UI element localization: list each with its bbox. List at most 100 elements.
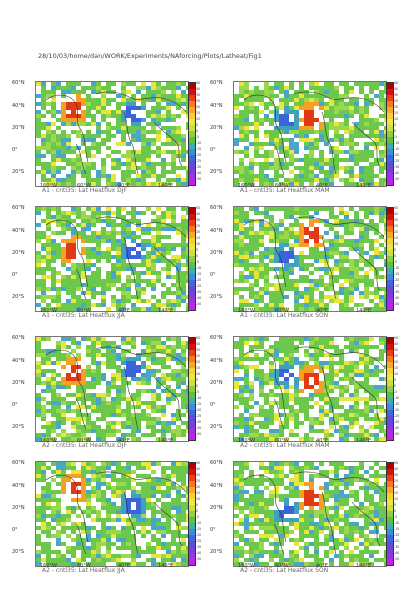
field-cell (234, 397, 239, 401)
field-cell (86, 345, 91, 349)
field-cell (56, 287, 61, 291)
field-cell (249, 417, 254, 421)
field-cell (339, 166, 344, 170)
latent-heatflux-map (35, 81, 189, 187)
field-cell (329, 478, 334, 482)
latitude-label: 60°N (12, 205, 25, 211)
field-cell (171, 118, 176, 122)
field-cell (244, 381, 249, 385)
field-cell (279, 341, 284, 345)
field-cell (294, 550, 299, 554)
field-cell (274, 357, 279, 361)
field-cell (284, 486, 289, 490)
field-cell (379, 275, 384, 279)
field-cell (81, 150, 86, 154)
field-cell (364, 345, 369, 349)
field-cell (181, 271, 186, 275)
field-cell (86, 413, 91, 417)
field-cell (66, 550, 71, 554)
field-cell (186, 279, 188, 283)
field-cell (259, 154, 264, 158)
colorbar-segment (189, 398, 195, 404)
field-cell (384, 337, 386, 341)
field-cell (156, 114, 161, 118)
field-cell (349, 146, 354, 150)
colorbar-label: 15 (196, 491, 201, 495)
field-cell (379, 538, 384, 542)
field-cell (269, 110, 274, 114)
longitude-label: 60°W (77, 183, 91, 189)
field-cell (329, 337, 334, 341)
field-cell (86, 307, 91, 311)
colorbar-label: 5 (394, 248, 397, 252)
field-cell (151, 166, 156, 170)
field-cell (319, 474, 324, 478)
field-cell (259, 550, 264, 554)
field-cell (344, 150, 349, 154)
field-cell (234, 182, 239, 186)
field-cell (111, 365, 116, 369)
field-cell (36, 126, 41, 130)
field-cell (339, 526, 344, 530)
field-cell (334, 170, 339, 174)
field-cell (36, 134, 41, 138)
panel-caption: A1 - cntl35: Lat Heatflux JJA (42, 312, 125, 319)
field-cell (239, 299, 244, 303)
field-cell (46, 550, 51, 554)
field-cell (91, 106, 96, 110)
field-cell (239, 538, 244, 542)
field-cell (86, 247, 91, 251)
field-cell (344, 433, 349, 437)
field-cell (51, 82, 56, 86)
field-cell (274, 369, 279, 373)
field-cell (86, 239, 91, 243)
field-cell (86, 498, 91, 502)
field-cell (156, 251, 161, 255)
field-cell (284, 271, 289, 275)
field-cell (374, 514, 379, 518)
field-cell (81, 542, 86, 546)
field-cell (299, 207, 304, 211)
field-cell (51, 251, 56, 255)
field-cell (329, 462, 334, 466)
field-cell (264, 247, 269, 251)
field-cell (269, 413, 274, 417)
field-cell (81, 494, 86, 498)
field-cell (259, 299, 264, 303)
field-cell (344, 478, 349, 482)
field-cell (339, 207, 344, 211)
field-cell (46, 138, 51, 142)
field-cell (81, 263, 86, 267)
field-cell (116, 373, 121, 377)
field-cell (274, 341, 279, 345)
field-cell (289, 397, 294, 401)
field-cell (56, 417, 61, 421)
field-cell (299, 158, 304, 162)
colorbar-label: -15 (394, 272, 400, 276)
field-cell (106, 385, 111, 389)
field-cell (344, 106, 349, 110)
field-cell (239, 275, 244, 279)
field-cell (304, 243, 309, 247)
field-cell (249, 381, 254, 385)
field-cell (51, 462, 56, 466)
field-cell (91, 142, 96, 146)
field-cell (379, 377, 384, 381)
colorbar-label: 0 (196, 509, 199, 513)
field-cell (354, 211, 359, 215)
field-cell (46, 409, 51, 413)
field-cell (51, 425, 56, 429)
field-cell (131, 239, 136, 243)
field-cell (274, 178, 279, 182)
field-cell (151, 486, 156, 490)
field-cell (304, 130, 309, 134)
latitude-label: 20°N (12, 505, 25, 511)
field-cell (254, 478, 259, 482)
field-cell (171, 98, 176, 102)
field-cell (339, 275, 344, 279)
field-cell (136, 405, 141, 409)
field-cell (96, 102, 101, 106)
field-cell (329, 506, 334, 510)
colorbar-label: -30 (394, 165, 400, 169)
field-cell (289, 357, 294, 361)
